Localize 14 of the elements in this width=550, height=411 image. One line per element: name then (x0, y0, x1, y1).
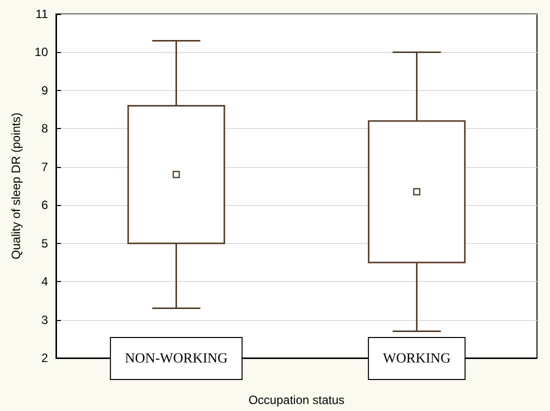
x-tick-label: NON-WORKING (124, 352, 228, 366)
y-tick-label: 4 (41, 274, 48, 289)
y-axis-title: Quality of sleep DR (points) (9, 112, 23, 260)
y-tick-label: 10 (34, 45, 48, 60)
y-tick-label: 8 (41, 122, 48, 136)
y-tick-label: 11 (36, 7, 48, 21)
y-tick-label: 9 (41, 83, 48, 98)
y-tick-label: 5 (41, 236, 48, 250)
y-tick-label: 6 (41, 198, 48, 212)
y-tick-label: 2 (41, 351, 48, 365)
x-axis-title: Occupation status (248, 393, 345, 407)
y-tick-label: 3 (41, 312, 48, 327)
y-tick-label: 7 (41, 160, 48, 174)
x-tick-label: WORKING (382, 352, 451, 366)
